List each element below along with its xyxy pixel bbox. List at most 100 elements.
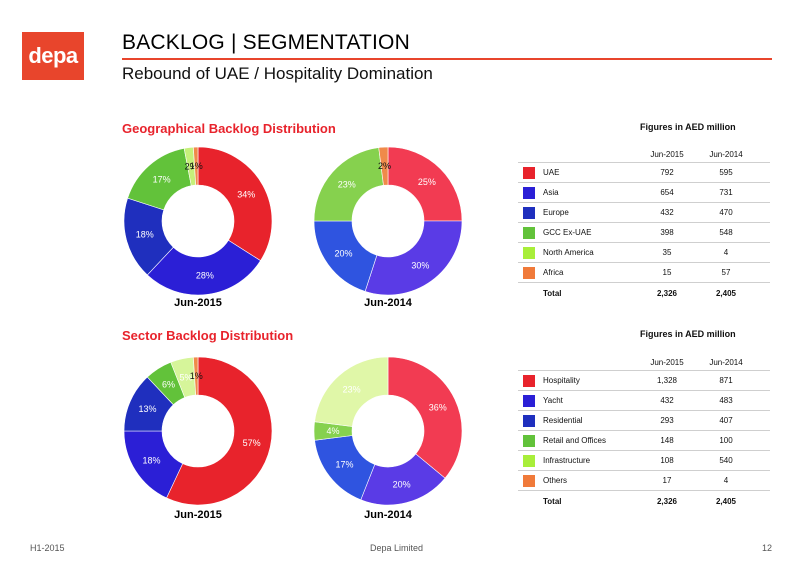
page-subtitle: Rebound of UAE / Hospitality Domination bbox=[122, 64, 433, 83]
slice-label-asia: 28% bbox=[196, 271, 214, 281]
value-jun2015: 1,328 bbox=[656, 376, 678, 385]
geo-col-jun2014: Jun-2014 bbox=[709, 149, 743, 159]
slice-label-north-america: 2% bbox=[185, 161, 198, 171]
sector-donut-jun2014: 36% 20% 17% 4% 23% bbox=[313, 356, 463, 506]
geo-caption-jun2014: Jun-2014 bbox=[364, 297, 412, 309]
value-jun2014: 4 bbox=[723, 476, 729, 485]
legend-swatch bbox=[523, 374, 535, 387]
value-jun2014: 407 bbox=[719, 416, 733, 425]
row-label: Europe bbox=[543, 208, 569, 217]
sector-row-infrastructure: Infrastructure 108 540 bbox=[518, 451, 770, 471]
legend-swatch bbox=[523, 266, 535, 279]
value-jun2014: 540 bbox=[719, 456, 733, 465]
row-label: UAE bbox=[543, 168, 560, 177]
geo-donut-jun2014: 25% 30% 20% 23% 2% bbox=[313, 146, 463, 296]
total-jun2015: 2,326 bbox=[656, 496, 678, 506]
value-jun2015: 398 bbox=[660, 228, 674, 237]
row-label: Residential bbox=[543, 416, 583, 425]
value-jun2015: 654 bbox=[660, 188, 674, 197]
row-label: Yacht bbox=[543, 396, 563, 405]
value-jun2014: 731 bbox=[719, 188, 733, 197]
sector-col-jun2014: Jun-2014 bbox=[709, 357, 743, 367]
value-jun2015: 432 bbox=[660, 396, 674, 405]
value-jun2015: 148 bbox=[660, 436, 674, 445]
geo-caption-jun2015: Jun-2015 bbox=[174, 297, 222, 309]
value-jun2014: 57 bbox=[721, 268, 731, 277]
legend-spacer bbox=[523, 287, 535, 299]
footer-company: Depa Limited bbox=[370, 543, 424, 553]
page-title: BACKLOG | SEGMENTATION bbox=[122, 31, 410, 54]
sector-row-yacht: Yacht 432 483 bbox=[518, 391, 770, 411]
geo-section-title: Geographical Backlog Distribution bbox=[122, 121, 336, 136]
value-jun2014: 4 bbox=[723, 248, 729, 257]
slice-label-africa: 2% bbox=[378, 161, 391, 171]
row-label: Africa bbox=[543, 268, 564, 277]
slice-others bbox=[193, 356, 199, 396]
legend-swatch bbox=[523, 166, 535, 179]
slice-uae bbox=[197, 146, 273, 262]
row-label: Hospitality bbox=[543, 376, 580, 385]
geo-table: Jun-2015 Jun-2014 UAE 792 595 Asia 654 731 Eur… bbox=[518, 146, 770, 303]
sector-figures-note: Figures in AED million bbox=[640, 329, 736, 339]
footer-period: H1-2015 bbox=[30, 543, 65, 553]
sector-row-others: Others 17 4 bbox=[518, 471, 770, 491]
slice-infrastructure bbox=[314, 356, 389, 427]
slice-label-hospitality: 36% bbox=[429, 403, 447, 413]
slice-label-retail-and-offices: 6% bbox=[162, 380, 175, 390]
slice-asia bbox=[146, 239, 261, 296]
slice-label-infrastructure: 23% bbox=[343, 385, 361, 395]
legend-swatch bbox=[523, 226, 535, 239]
value-jun2014: 100 bbox=[719, 436, 733, 445]
legend-swatch bbox=[523, 414, 535, 427]
geo-donut-jun2015: 34% 28% 18% 17% 2%1% bbox=[123, 146, 273, 296]
slice-label-gcc-ex-uae: 23% bbox=[338, 180, 356, 190]
slice-africa bbox=[378, 146, 389, 186]
sector-row-retail-and-offices: Retail and Offices 148 100 bbox=[518, 431, 770, 451]
legend-swatch bbox=[523, 206, 535, 219]
geo-figures-note: Figures in AED million bbox=[640, 122, 736, 132]
value-jun2014: 483 bbox=[719, 396, 733, 405]
sector-donut-jun2015: 57% 18% 13% 6% 5%1% bbox=[123, 356, 273, 506]
value-jun2014: 548 bbox=[719, 228, 733, 237]
value-jun2015: 293 bbox=[660, 416, 674, 425]
slice-label-retail-and-offices: 4% bbox=[326, 426, 339, 436]
legend-swatch bbox=[523, 186, 535, 199]
geo-row-africa: Africa 15 57 bbox=[518, 263, 770, 283]
legend-swatch bbox=[523, 434, 535, 447]
slice-label-yacht: 18% bbox=[143, 455, 161, 465]
slice-uae bbox=[387, 146, 463, 222]
slice-label-yacht: 20% bbox=[393, 479, 411, 489]
slice-label-residential: 17% bbox=[336, 460, 354, 470]
row-label: Retail and Offices bbox=[543, 436, 606, 445]
total-label: Total bbox=[543, 288, 562, 298]
legend-swatch bbox=[523, 394, 535, 407]
row-label: Infrastructure bbox=[543, 456, 591, 465]
sector-row-total: Total 2,326 2,405 bbox=[518, 491, 770, 511]
value-jun2015: 15 bbox=[662, 268, 672, 277]
row-label: North America bbox=[543, 248, 594, 257]
geo-row-north-america: North America 35 4 bbox=[518, 243, 770, 263]
footer-page-number: 12 bbox=[762, 543, 773, 553]
slice-africa bbox=[193, 146, 199, 186]
slice-label-africa: 1% bbox=[190, 161, 203, 171]
sector-section-title: Sector Backlog Distribution bbox=[122, 328, 294, 343]
sector-caption-jun2015: Jun-2015 bbox=[174, 509, 222, 521]
legend-spacer bbox=[523, 495, 535, 507]
slice-label-infrastructure: 5% bbox=[179, 372, 192, 382]
geo-row-gcc-ex-uae: GCC Ex-UAE 398 548 bbox=[518, 223, 770, 243]
slice-label-others: 1% bbox=[190, 371, 203, 381]
slice-hospitality bbox=[166, 356, 273, 506]
sector-row-residential: Residential 293 407 bbox=[518, 411, 770, 431]
geo-row-total: Total 2,326 2,405 bbox=[518, 283, 770, 303]
slice-label-hospitality: 57% bbox=[243, 438, 261, 448]
slice-label-gcc-ex-uae: 17% bbox=[153, 175, 171, 185]
value-jun2015: 432 bbox=[660, 208, 674, 217]
slice-hospitality bbox=[387, 356, 463, 479]
row-label: Asia bbox=[543, 188, 559, 197]
sector-row-hospitality: Hospitality 1,328 871 bbox=[518, 371, 770, 391]
sector-col-jun2015: Jun-2015 bbox=[650, 357, 684, 367]
total-jun2014: 2,405 bbox=[715, 288, 737, 298]
slice-label-asia: 30% bbox=[411, 260, 429, 270]
sector-table: Jun-2015 Jun-2014 Hospitality 1,328 871 Yac… bbox=[518, 354, 770, 511]
slice-asia bbox=[364, 220, 463, 296]
